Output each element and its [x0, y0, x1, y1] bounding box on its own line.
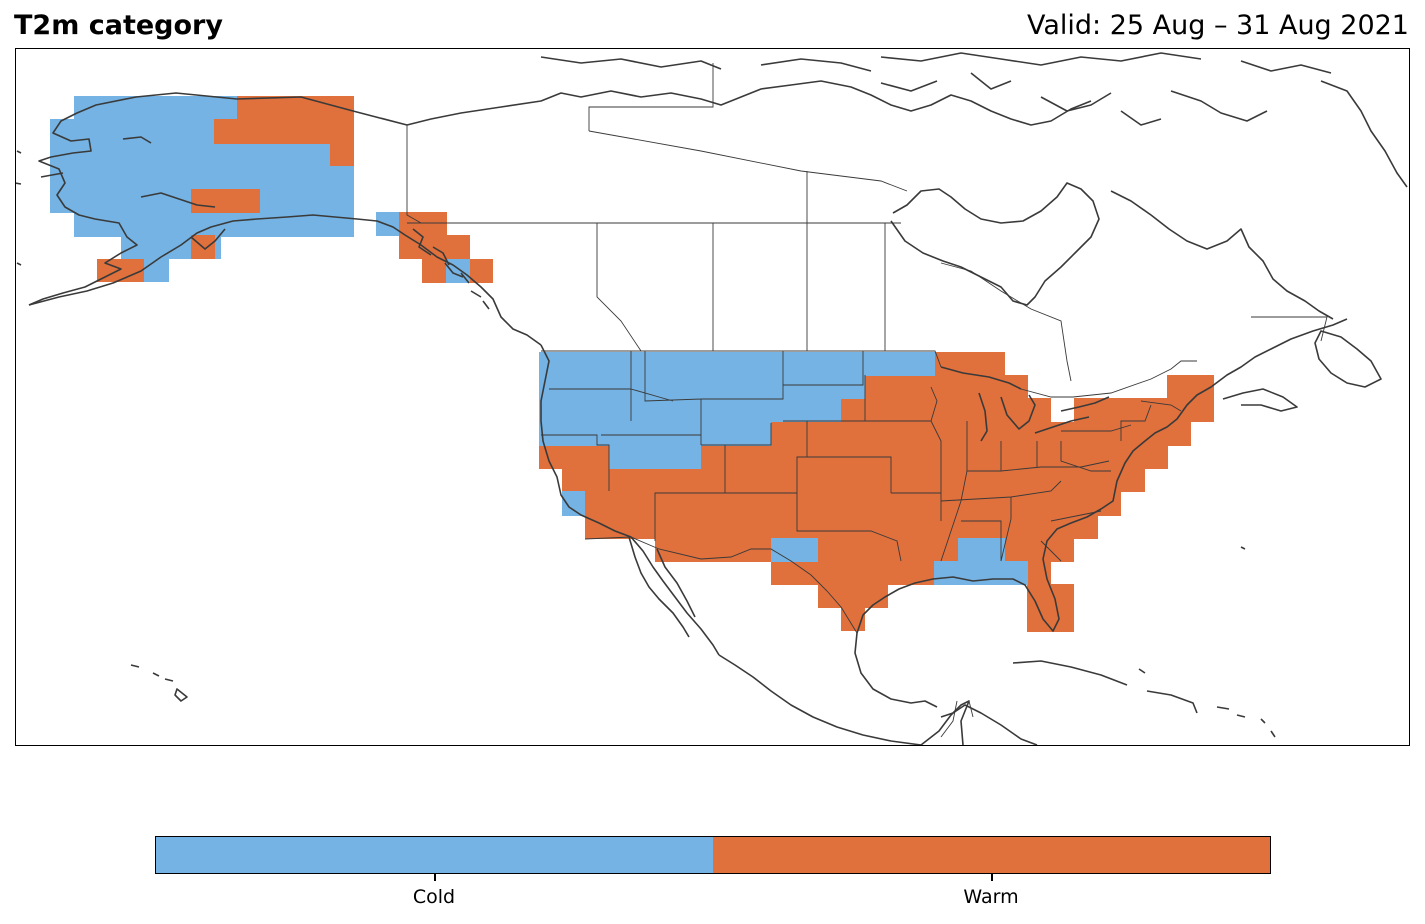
- legend-colorbar: [155, 836, 1271, 874]
- warm-cell: [655, 538, 1074, 562]
- warm-cell: [585, 491, 1121, 516]
- cold-cell: [376, 212, 400, 236]
- us-canada-border: [541, 350, 1197, 398]
- alaska-canada-border: [406, 125, 422, 224]
- central-america-borders: [940, 700, 974, 738]
- cold-cell: [562, 491, 585, 516]
- legend-swatch-cold: [156, 837, 713, 873]
- alaska-peninsula-detail: [40, 136, 226, 250]
- baja-california: [628, 536, 696, 638]
- cold-cell: [958, 538, 1005, 562]
- hawaii-islands: [130, 664, 188, 702]
- panhandle-islands: [412, 228, 490, 310]
- cold-cell: [539, 375, 865, 399]
- nova-scotia: [1222, 388, 1298, 412]
- warm-cell: [1167, 375, 1214, 399]
- labrador-coast: [1110, 190, 1334, 320]
- cold-cell: [609, 445, 701, 469]
- cold-cell: [771, 538, 818, 562]
- map-panel: [15, 48, 1410, 746]
- cold-cell: [539, 398, 841, 422]
- legend-swatch-warm: [713, 837, 1270, 873]
- great-lakes: [940, 366, 1110, 442]
- anomaly-cells: [50, 96, 1214, 632]
- cold-cell: [934, 561, 1028, 585]
- warm-cell: [585, 515, 1098, 539]
- cold-cell: [539, 352, 935, 376]
- central-america: [940, 704, 1038, 745]
- legend-tick-warm: [991, 874, 993, 881]
- cold-cell: [539, 422, 771, 446]
- coastlines: [16, 52, 1408, 745]
- legend-label-cold: Cold: [412, 886, 456, 908]
- caribbean-islands: [1012, 546, 1276, 738]
- political-borders: [406, 63, 1328, 738]
- warm-cell: [841, 398, 1051, 422]
- warm-cell: [237, 96, 354, 121]
- gulf-coast: [854, 318, 1348, 745]
- warm-cell: [214, 119, 354, 144]
- alaska-coast: [28, 92, 408, 306]
- us-mexico-border: [584, 536, 858, 634]
- legend-label-warm: Warm: [963, 886, 1019, 908]
- cold-cell: [74, 96, 237, 121]
- mexico-west-coast: [718, 654, 922, 745]
- alaska-south-coast: [28, 214, 542, 346]
- canada-arctic-coast: [406, 80, 1092, 126]
- map-title: T2m category: [14, 10, 223, 41]
- warm-cell: [818, 584, 888, 608]
- map-canvas: [16, 52, 1408, 745]
- cold-cell: [74, 141, 354, 189]
- warm-cell: [934, 352, 1005, 376]
- valid-date-range: Valid: 25 Aug – 31 Aug 2021: [1026, 10, 1409, 41]
- newfoundland: [1314, 330, 1382, 388]
- warm-cell: [191, 189, 260, 213]
- us-state-borders: [541, 351, 1182, 562]
- warm-cell: [562, 468, 1145, 492]
- alaska-islands: [16, 150, 22, 266]
- warm-cell: [1027, 584, 1074, 632]
- canada-province-borders: [407, 63, 1328, 382]
- pacific-coast: [540, 344, 720, 656]
- warm-cell: [97, 259, 144, 282]
- warm-cell: [399, 212, 447, 236]
- legend-tick-cold: [434, 874, 436, 881]
- warm-cell: [330, 142, 354, 166]
- warm-cell: [864, 375, 1028, 399]
- arctic-islands: [540, 52, 1408, 188]
